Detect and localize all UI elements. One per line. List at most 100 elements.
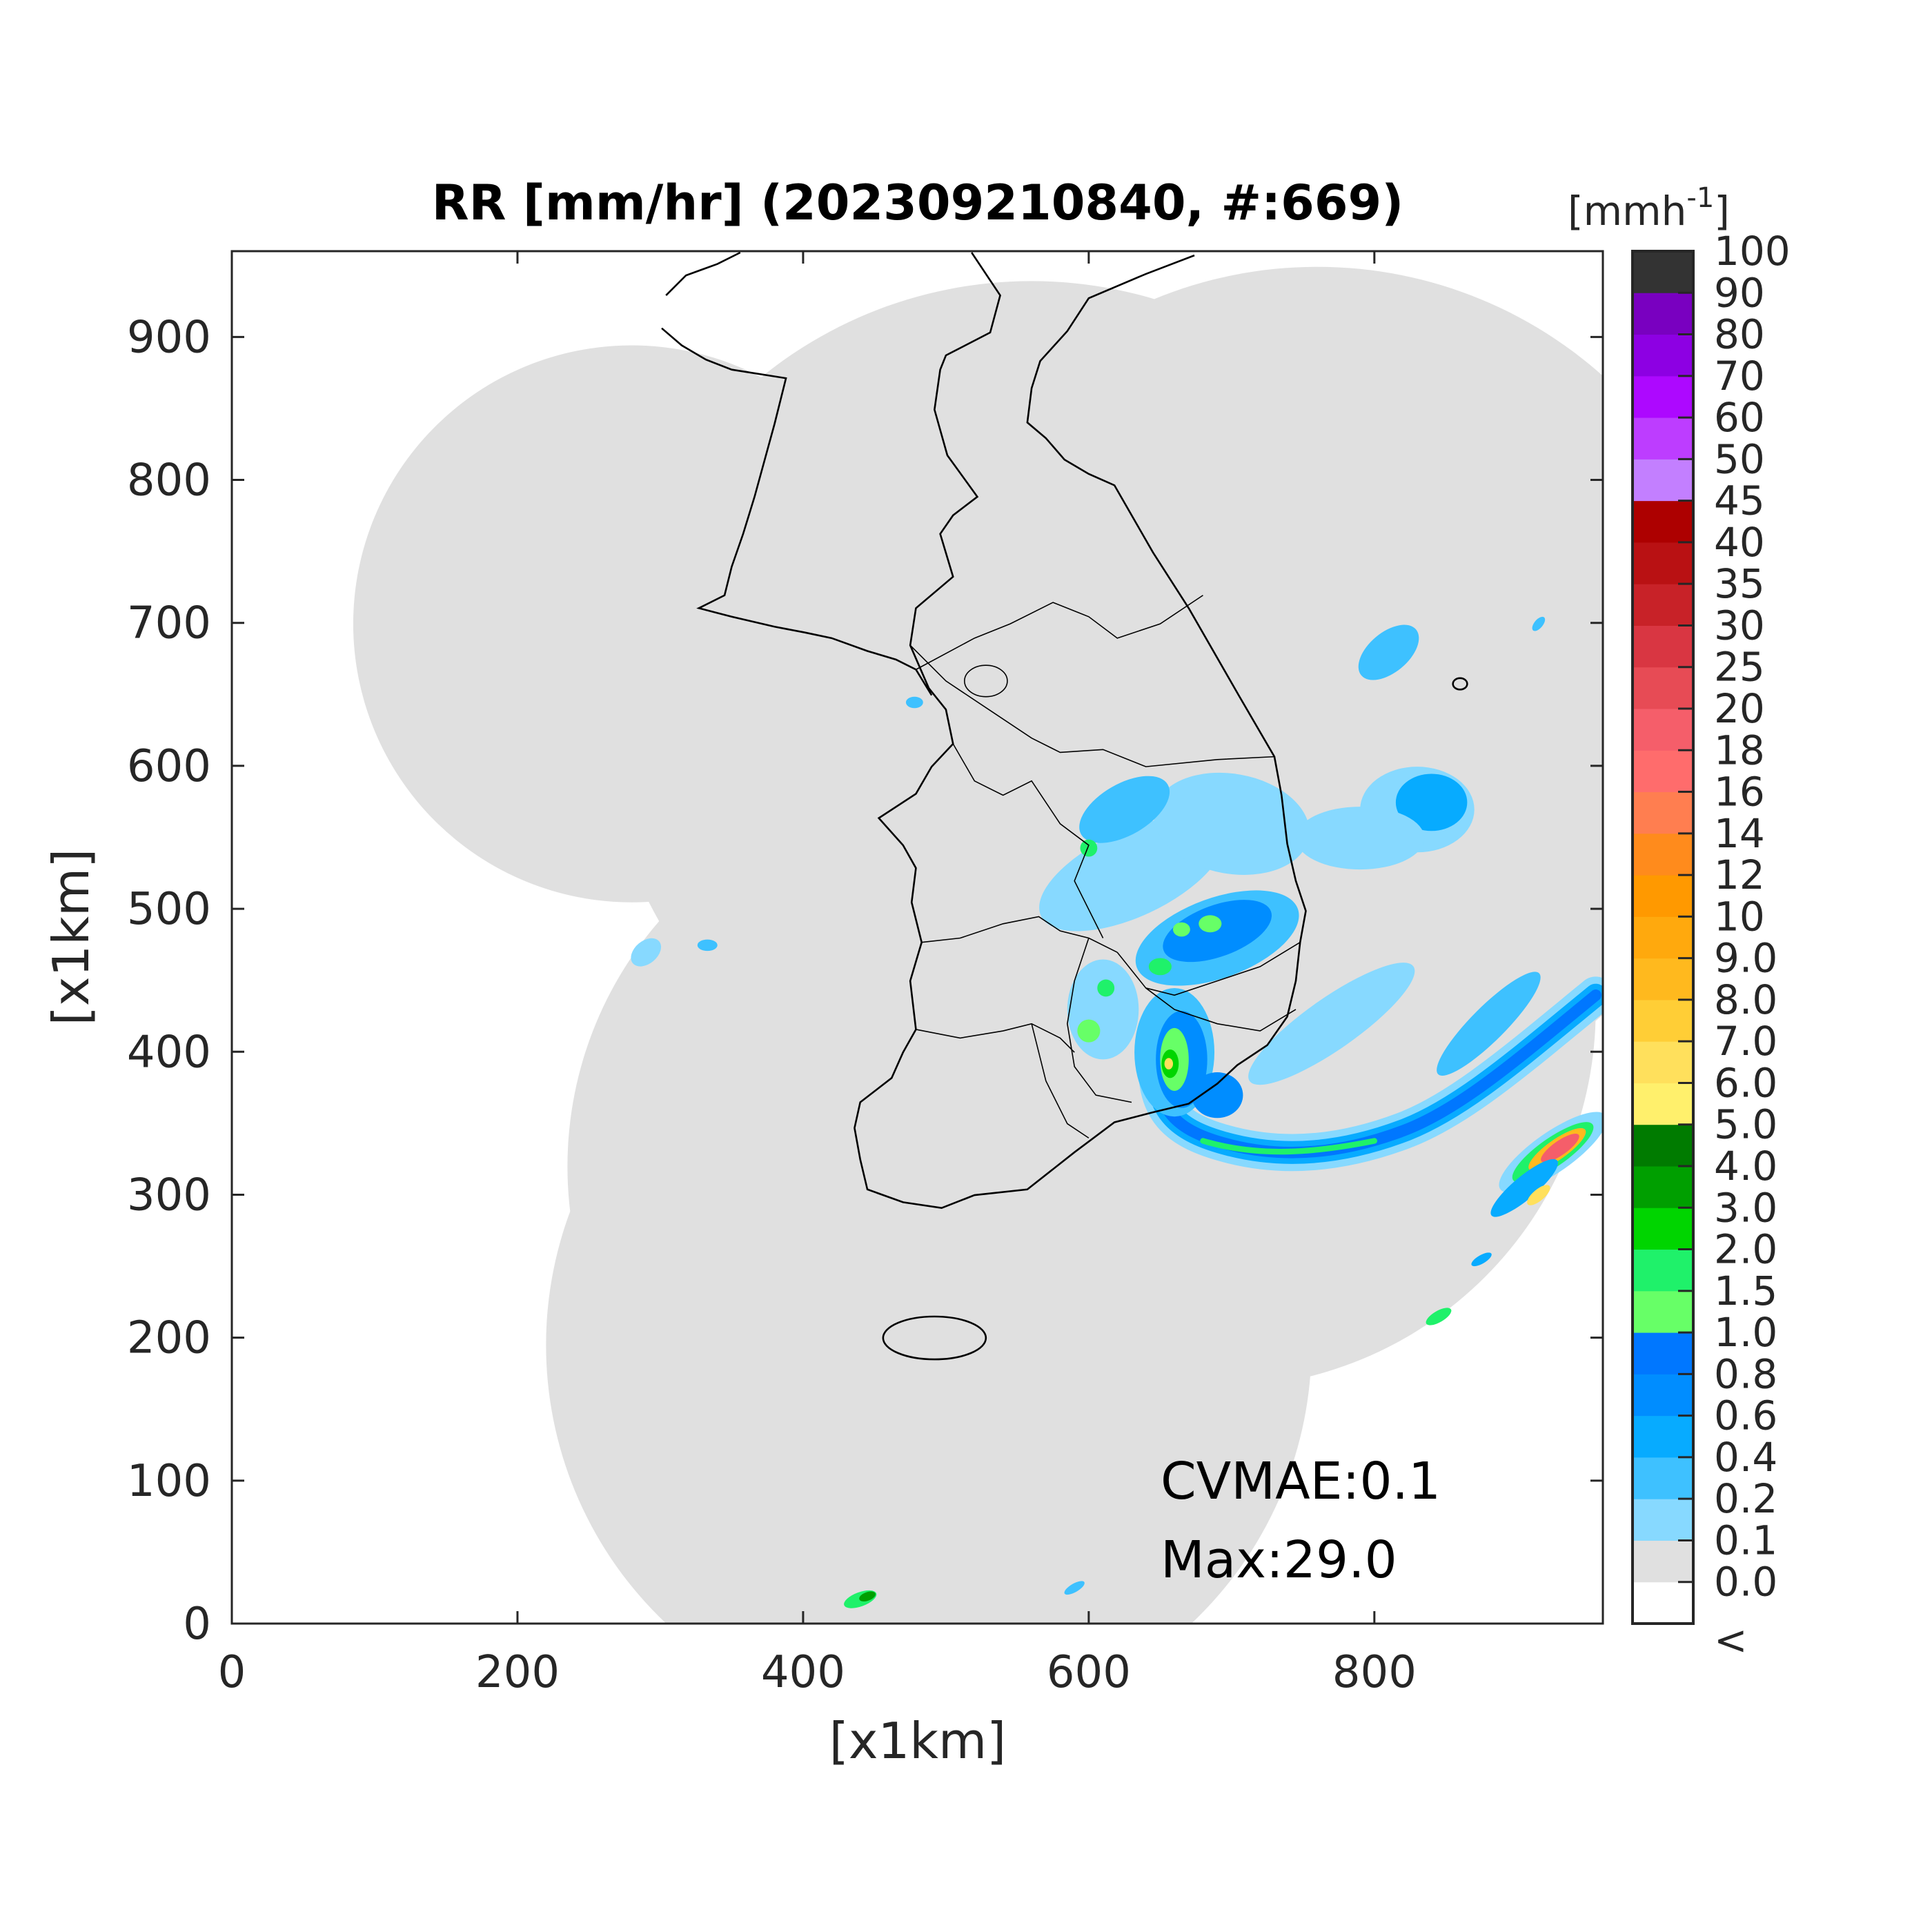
colorbar-swatch — [1633, 500, 1693, 543]
colorbar-swatch — [1633, 709, 1693, 751]
x-tick-label: 0 — [218, 1647, 246, 1698]
colorbar-tick-label: 1.5 — [1714, 1268, 1777, 1314]
colorbar-swatch — [1633, 1124, 1693, 1167]
colorbar-swatch — [1633, 459, 1693, 502]
rain-echo — [1164, 1058, 1173, 1070]
rain-echo — [1064, 1581, 1085, 1595]
unit-base: [mmh — [1568, 188, 1686, 235]
colorbar-tick-label: 90 — [1714, 269, 1765, 316]
colorbar-tick-label: 18 — [1714, 727, 1765, 773]
colorbar-swatch — [1633, 1166, 1693, 1208]
colorbar-tick-label: 4.0 — [1714, 1143, 1777, 1190]
coastline — [662, 253, 1467, 1359]
colorbar-swatch — [1633, 750, 1693, 793]
rain-echo — [1395, 773, 1468, 831]
province-boundaries — [910, 595, 1300, 1138]
max-annotation: Max:29.0 — [1161, 1530, 1397, 1590]
colorbar-tick-label: 30 — [1714, 602, 1765, 649]
colorbar-tick-label: 14 — [1714, 810, 1765, 857]
rain-echo — [1437, 972, 1541, 1076]
colorbar-swatch — [1633, 334, 1693, 377]
chart-title: RR [mm/hr] (202309210840, #:669) — [432, 175, 1404, 231]
y-tick-label: 300 — [127, 1170, 211, 1221]
rain-echo — [1248, 963, 1415, 1085]
colorbar-tick-label: 9.0 — [1714, 935, 1777, 982]
colorbar-swatch — [1633, 417, 1693, 460]
rain-echo — [1077, 1019, 1101, 1043]
colorbar-tick-label: 0.2 — [1714, 1475, 1777, 1522]
seoul-boundary — [965, 665, 1007, 697]
unit-exponent: -1 — [1686, 182, 1714, 214]
colorbar-tick-label: 0.6 — [1714, 1392, 1777, 1439]
rain-echo — [1199, 915, 1222, 933]
colorbar-swatch — [1633, 1540, 1693, 1583]
colorbar-tick-label: 0.1 — [1714, 1517, 1777, 1564]
colorbar-swatch — [1633, 1457, 1693, 1499]
colorbar-tick-label: 10 — [1714, 893, 1765, 940]
colorbar-tick-label: 40 — [1714, 519, 1765, 566]
colorbar-swatch — [1633, 251, 1693, 293]
colorbar-tick-label: 45 — [1714, 477, 1765, 524]
rain-echo — [1541, 1133, 1579, 1163]
rain-echo — [1490, 1159, 1558, 1217]
colorbar-tick-label: 20 — [1714, 685, 1765, 732]
colorbar: 0.00.10.20.40.60.81.01.52.03.04.05.06.07… — [1631, 228, 1791, 1664]
y-tick-label: 700 — [127, 598, 211, 649]
colorbar-swatch — [1633, 958, 1693, 1000]
rain-echo — [1148, 958, 1172, 976]
rain-echo — [905, 696, 923, 709]
rain-echo — [1067, 959, 1139, 1060]
x-axis-label: [x1km] — [829, 1712, 1006, 1770]
colorbar-below-label: < — [1714, 1617, 1748, 1664]
rain-echo — [1080, 839, 1098, 857]
colorbar-unit-label: [mmh-1] — [1568, 182, 1730, 235]
colorbar-swatch — [1633, 791, 1693, 834]
colorbar-swatch — [1633, 1249, 1693, 1292]
plot-frame — [230, 250, 1604, 1625]
colorbar-swatch — [1633, 375, 1693, 418]
colorbar-tick-label: 8.0 — [1714, 976, 1777, 1023]
x-tick-label: 800 — [1332, 1647, 1417, 1698]
colorbar-frame — [1631, 250, 1695, 1625]
y-tick-label: 500 — [127, 884, 211, 935]
ulleung-island — [1453, 678, 1468, 690]
rain-field — [631, 616, 1603, 1608]
colorbar-swatch — [1633, 833, 1693, 876]
y-tick-label: 0 — [183, 1599, 211, 1650]
y-axis: 0 100 200 300 400 500 600 700 800 900 — [127, 312, 1603, 1650]
colorbar-tick-label: 2.0 — [1714, 1226, 1777, 1273]
colorbar-tick-label: 80 — [1714, 311, 1765, 358]
colorbar-tick-label: 12 — [1714, 851, 1765, 898]
colorbar-swatch — [1633, 584, 1693, 626]
colorbar-swatch — [1633, 542, 1693, 584]
y-tick-label: 800 — [127, 455, 211, 506]
rain-echo — [1532, 616, 1546, 631]
y-tick-label: 200 — [127, 1313, 211, 1364]
rain-echo — [1358, 624, 1419, 680]
colorbar-tick-label: 100 — [1714, 228, 1791, 275]
colorbar-tick-label: 5.0 — [1714, 1101, 1777, 1148]
x-tick-label: 400 — [761, 1647, 845, 1698]
unit-close: ] — [1714, 188, 1730, 235]
colorbar-tick-label: 0.4 — [1714, 1434, 1777, 1481]
rain-echo — [1471, 1252, 1492, 1267]
colorbar-swatch — [1633, 1499, 1693, 1541]
colorbar-swatch — [1633, 1374, 1693, 1417]
colorbar-tick-label: 0.8 — [1714, 1350, 1777, 1397]
x-tick-label: 200 — [475, 1647, 560, 1698]
colorbar-swatch — [1633, 293, 1693, 335]
rain-echo — [1296, 807, 1425, 870]
y-axis-label: [x1km] — [42, 849, 100, 1025]
colorbar-swatch — [1633, 999, 1693, 1042]
colorbar-tick-label: 16 — [1714, 769, 1765, 816]
y-tick-label: 900 — [127, 312, 211, 363]
colorbar-tick-label: 70 — [1714, 353, 1765, 400]
rain-echo — [697, 939, 718, 952]
rain-echo — [1097, 979, 1115, 997]
colorbar-tick-label: 0.0 — [1714, 1559, 1777, 1606]
radar-coverage — [353, 266, 1603, 1624]
colorbar-swatch — [1633, 875, 1693, 917]
colorbar-tick-label: 7.0 — [1714, 1018, 1777, 1065]
y-tick-label: 100 — [127, 1456, 211, 1507]
x-tick-label: 600 — [1047, 1647, 1131, 1698]
